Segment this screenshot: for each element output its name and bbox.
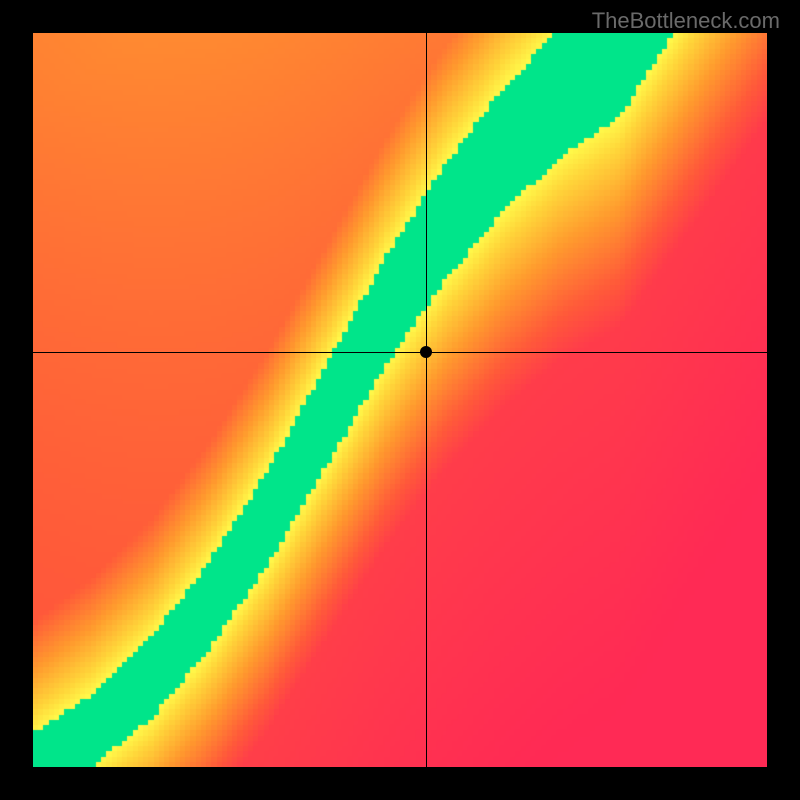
plot-area	[33, 33, 767, 767]
crosshair-vertical	[426, 33, 427, 767]
watermark-text: TheBottleneck.com	[592, 8, 780, 34]
crosshair-horizontal	[33, 352, 767, 353]
crosshair-dot	[420, 346, 432, 358]
chart-container: TheBottleneck.com	[0, 0, 800, 800]
heatmap-canvas	[33, 33, 767, 767]
